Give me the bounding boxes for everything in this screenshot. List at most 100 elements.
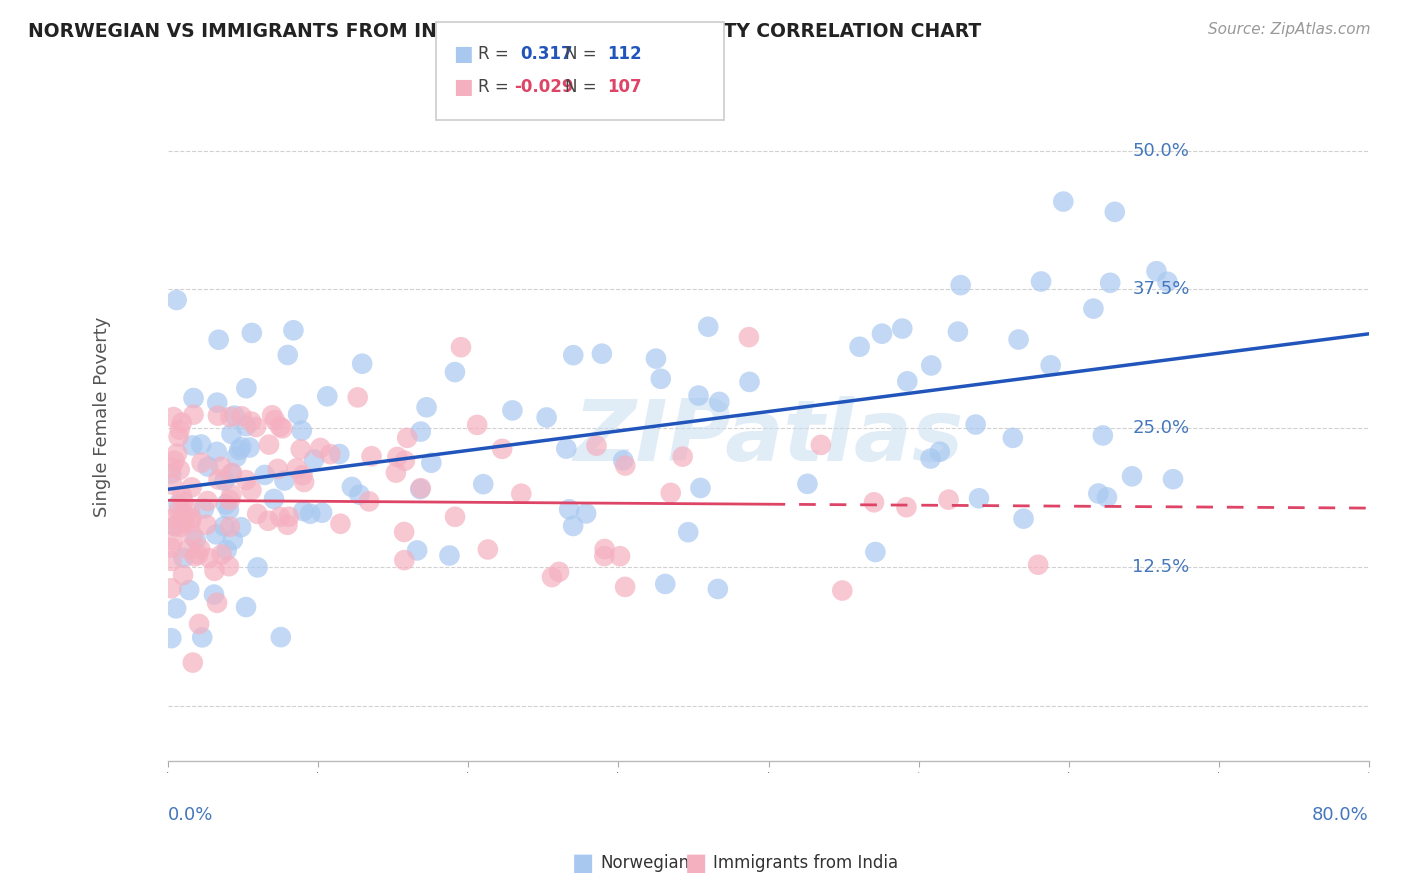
Point	[225, 450, 247, 464]
Point	[593, 541, 616, 556]
Point	[181, 656, 204, 670]
Point	[360, 449, 382, 463]
Point	[181, 528, 204, 542]
Point	[165, 601, 187, 615]
Point	[167, 430, 190, 444]
Point	[277, 509, 299, 524]
Point	[253, 467, 276, 482]
Text: 0.0%: 0.0%	[169, 805, 214, 823]
Point	[591, 346, 613, 360]
Point	[219, 520, 242, 534]
Point	[394, 454, 416, 468]
Point	[1026, 558, 1049, 572]
Text: ■: ■	[685, 852, 707, 875]
Point	[209, 459, 232, 474]
Point	[392, 524, 415, 539]
Point	[205, 527, 228, 541]
Point	[172, 506, 194, 520]
Point	[160, 631, 183, 645]
Point	[1099, 276, 1122, 290]
Point	[863, 495, 886, 509]
Point	[1039, 359, 1062, 373]
Point	[204, 564, 226, 578]
Point	[166, 446, 188, 460]
Point	[184, 549, 207, 564]
Point	[170, 511, 193, 525]
Point	[162, 533, 184, 548]
Point	[160, 467, 183, 481]
Text: 37.5%: 37.5%	[1132, 280, 1189, 299]
Point	[387, 450, 409, 464]
Point	[184, 533, 207, 547]
Point	[920, 451, 942, 466]
Point	[738, 375, 761, 389]
Point	[172, 568, 194, 582]
Point	[173, 516, 195, 530]
Point	[548, 565, 571, 579]
Point	[160, 554, 183, 568]
Point	[439, 549, 461, 563]
Point	[277, 348, 299, 362]
Point	[231, 409, 253, 424]
Text: 12.5%: 12.5%	[1132, 558, 1189, 576]
Point	[177, 542, 200, 557]
Text: Norwegians: Norwegians	[600, 855, 699, 872]
Point	[271, 421, 294, 435]
Text: NORWEGIAN VS IMMIGRANTS FROM INDIA SINGLE FEMALE POVERTY CORRELATION CHART: NORWEGIAN VS IMMIGRANTS FROM INDIA SINGL…	[28, 22, 981, 41]
Point	[221, 487, 243, 501]
Point	[224, 409, 246, 423]
Point	[472, 477, 495, 491]
Point	[276, 517, 298, 532]
Point	[207, 473, 229, 487]
Point	[165, 519, 187, 533]
Point	[167, 497, 190, 511]
Point	[229, 520, 252, 534]
Point	[181, 438, 204, 452]
Point	[193, 501, 215, 516]
Text: 25.0%: 25.0%	[1132, 419, 1189, 437]
Point	[190, 456, 212, 470]
Point	[299, 507, 322, 521]
Point	[585, 439, 607, 453]
Point	[257, 514, 280, 528]
Point	[180, 511, 202, 525]
Point	[235, 381, 257, 395]
Text: ZIPatlas: ZIPatlas	[574, 396, 963, 479]
Text: 80.0%: 80.0%	[1312, 805, 1369, 823]
Point	[340, 480, 363, 494]
Point	[967, 491, 990, 506]
Point	[221, 467, 243, 481]
Point	[166, 293, 188, 307]
Point	[212, 519, 235, 533]
Point	[896, 500, 918, 515]
Text: 112: 112	[607, 45, 643, 62]
Point	[179, 503, 201, 517]
Point	[697, 319, 720, 334]
Point	[188, 541, 211, 556]
Text: ■: ■	[453, 44, 472, 63]
Point	[187, 548, 209, 562]
Point	[270, 630, 292, 644]
Point	[444, 509, 467, 524]
Point	[672, 450, 695, 464]
Point	[228, 442, 250, 457]
Point	[205, 596, 228, 610]
Point	[536, 410, 558, 425]
Point	[385, 466, 408, 480]
Point	[1029, 275, 1052, 289]
Point	[257, 437, 280, 451]
Point	[609, 549, 631, 564]
Point	[169, 463, 191, 477]
Point	[409, 425, 432, 439]
Point	[180, 515, 202, 529]
Point	[316, 389, 339, 403]
Point	[575, 507, 598, 521]
Point	[290, 442, 312, 457]
Point	[1087, 486, 1109, 500]
Point	[183, 391, 205, 405]
Point	[202, 588, 225, 602]
Point	[245, 420, 267, 434]
Text: ■: ■	[572, 852, 595, 875]
Text: Single Female Poverty: Single Female Poverty	[93, 317, 111, 517]
Text: 107: 107	[607, 78, 643, 96]
